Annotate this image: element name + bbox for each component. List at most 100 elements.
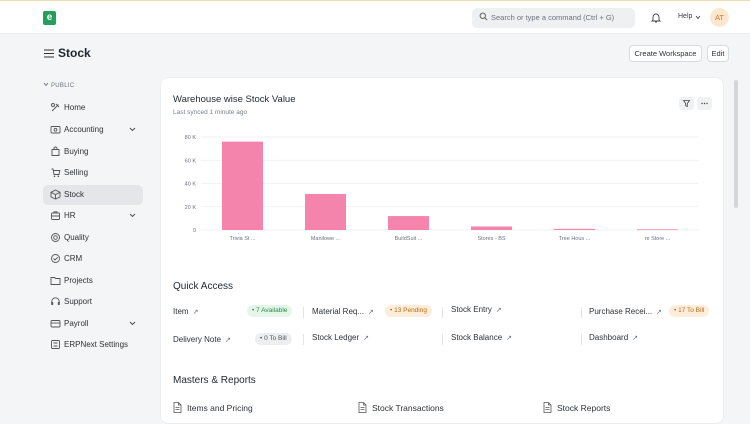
chart-options-button[interactable] bbox=[697, 97, 712, 110]
sidebar-item-label: Support bbox=[64, 297, 93, 306]
chevron-down-icon bbox=[43, 82, 49, 87]
report-card-stock-transactions[interactable]: Stock Transactions bbox=[358, 402, 444, 413]
sidebar-item-quality[interactable]: Quality bbox=[43, 228, 143, 248]
report-card-label: Stock Reports bbox=[557, 403, 611, 413]
sidebar-toggle-icon[interactable] bbox=[44, 49, 54, 58]
divider bbox=[442, 307, 443, 318]
quick-link-purchase-receipt[interactable]: Purchase Recei... ↗ bbox=[589, 307, 662, 316]
workspace-card: Warehouse wise Stock Value Last synced 1… bbox=[160, 77, 724, 424]
quick-link-label: Stock Entry bbox=[451, 305, 492, 314]
quick-link-dashboard[interactable]: Dashboard ↗ bbox=[589, 333, 638, 342]
quick-link-stock-balance[interactable]: Stock Balance ↗ bbox=[451, 333, 512, 342]
chart-filter-button[interactable] bbox=[679, 97, 694, 110]
quick-link-stock-entry[interactable]: Stock Entry ↗ bbox=[451, 305, 502, 314]
chevron-down-icon[interactable] bbox=[129, 321, 136, 326]
sidebar-item-support[interactable]: Support bbox=[43, 292, 143, 312]
sidebar-item-accounting[interactable]: Accounting bbox=[43, 120, 143, 140]
sidebar-section-label: PUBLIC bbox=[50, 83, 75, 89]
report-card-items-and-pricing[interactable]: Items and Pricing bbox=[173, 402, 253, 413]
x-tick-label: Tree Hous ... bbox=[559, 236, 591, 242]
buying-icon bbox=[51, 146, 60, 156]
user-avatar[interactable]: AT bbox=[710, 8, 729, 27]
sidebar-item-label: ERPNext Settings bbox=[64, 340, 129, 349]
chart-bar bbox=[637, 229, 678, 231]
sidebar-item-label: Accounting bbox=[64, 125, 104, 134]
divider bbox=[442, 334, 443, 345]
notification-bell-icon[interactable] bbox=[651, 12, 661, 23]
status-badge: • 13 Pending bbox=[385, 305, 432, 317]
chevron-down-icon[interactable] bbox=[695, 15, 701, 20]
stock-icon bbox=[50, 189, 61, 200]
report-card-label: Stock Transactions bbox=[372, 403, 444, 413]
arrow-up-right-icon: ↗ bbox=[656, 309, 663, 316]
crm-icon bbox=[51, 254, 60, 263]
y-tick-label: 0 bbox=[193, 228, 196, 234]
divider bbox=[303, 334, 304, 345]
quick-link-label: Item bbox=[173, 307, 189, 316]
projects-icon bbox=[50, 277, 61, 285]
divider bbox=[581, 334, 582, 345]
sidebar-item-label: CRM bbox=[64, 254, 83, 263]
arrow-up-right-icon: ↗ bbox=[632, 335, 639, 342]
sidebar-item-label: Stock bbox=[64, 190, 85, 199]
sidebar-item-label: Buying bbox=[64, 147, 89, 156]
sidebar-item-payroll[interactable]: Payroll bbox=[43, 314, 143, 334]
sidebar-item-label: Payroll bbox=[64, 319, 89, 328]
chart-last-synced: Last synced 1 minute ago bbox=[173, 109, 248, 116]
app-logo[interactable]: e bbox=[43, 11, 56, 25]
more-options-icon bbox=[701, 102, 708, 105]
sidebar-item-home[interactable]: Home bbox=[43, 98, 143, 118]
accounting-icon bbox=[50, 126, 61, 134]
quick-link-stock-ledger[interactable]: Stock Ledger ↗ bbox=[312, 333, 369, 342]
chart-bar bbox=[305, 193, 346, 230]
arrow-up-right-icon: ↗ bbox=[368, 309, 374, 316]
sidebar-item-crm[interactable]: CRM bbox=[43, 249, 143, 269]
search-placeholder: Search or type a command (Ctrl + G) bbox=[491, 13, 615, 22]
chart-bar bbox=[222, 141, 263, 230]
help-menu[interactable]: Help bbox=[678, 13, 693, 20]
chart-bar bbox=[471, 226, 512, 230]
warehouse-stock-chart: 0 20 K 40 K 60 K 80 K Trivia St ... Manilowe .… bbox=[185, 135, 699, 242]
sidebar-item-hr[interactable]: HR bbox=[43, 206, 143, 226]
create-workspace-button[interactable]: Create Workspace bbox=[629, 45, 702, 62]
sidebar-item-selling[interactable]: Selling bbox=[43, 163, 143, 183]
chevron-down-icon[interactable] bbox=[129, 213, 136, 218]
quick-access-title: Quick Access bbox=[173, 281, 234, 292]
report-card-stock-reports[interactable]: Stock Reports bbox=[543, 402, 610, 413]
quick-link-delivery-note[interactable]: Delivery Note ↗ bbox=[173, 335, 231, 344]
quick-link-label: Stock Balance bbox=[451, 333, 503, 342]
quality-icon bbox=[51, 233, 60, 242]
quick-link-material-request[interactable]: Material Req... ↗ bbox=[312, 307, 374, 316]
chart-bar bbox=[554, 228, 595, 230]
page-title: Stock bbox=[58, 46, 91, 60]
sidebar-item-buying[interactable]: Buying bbox=[43, 142, 143, 162]
sidebar-item-erpnext-settings[interactable]: ERPNext Settings bbox=[43, 335, 143, 355]
settings-icon bbox=[51, 340, 60, 349]
top-navbar: e Search or type a command (Ctrl + G) He… bbox=[0, 0, 750, 34]
chart-bar bbox=[388, 216, 429, 230]
status-badge: • 17 To Bill bbox=[669, 305, 710, 317]
arrow-up-right-icon: ↗ bbox=[363, 335, 370, 342]
filter-icon bbox=[682, 100, 691, 108]
page-scrollbar[interactable] bbox=[734, 80, 738, 208]
search-bar[interactable]: Search or type a command (Ctrl + G) bbox=[472, 8, 635, 28]
sidebar-item-label: Home bbox=[64, 103, 86, 112]
document-icon bbox=[358, 402, 367, 413]
chevron-down-icon[interactable] bbox=[129, 127, 136, 132]
masters-reports-title: Masters & Reports bbox=[173, 375, 256, 386]
edit-button[interactable]: Edit bbox=[707, 45, 729, 62]
sidebar-item-stock[interactable]: Stock bbox=[43, 185, 143, 205]
quick-link-label: Material Req... bbox=[312, 307, 365, 316]
sidebar-item-label: Quality bbox=[64, 233, 89, 242]
x-tick-label: re Store ... bbox=[645, 236, 671, 242]
selling-icon bbox=[51, 168, 61, 178]
report-card-label: Items and Pricing bbox=[187, 403, 253, 413]
hr-icon bbox=[51, 211, 60, 220]
sidebar-item-label: Projects bbox=[64, 276, 93, 285]
x-tick-label: BuildSuit ... bbox=[395, 236, 423, 242]
sidebar-section-public[interactable]: PUBLIC bbox=[43, 82, 74, 89]
quick-link-item[interactable]: Item ↗ bbox=[173, 307, 198, 316]
arrow-up-right-icon: ↗ bbox=[506, 335, 513, 342]
sidebar-item-projects[interactable]: Projects bbox=[43, 271, 143, 291]
arrow-up-right-icon: ↗ bbox=[495, 307, 502, 314]
